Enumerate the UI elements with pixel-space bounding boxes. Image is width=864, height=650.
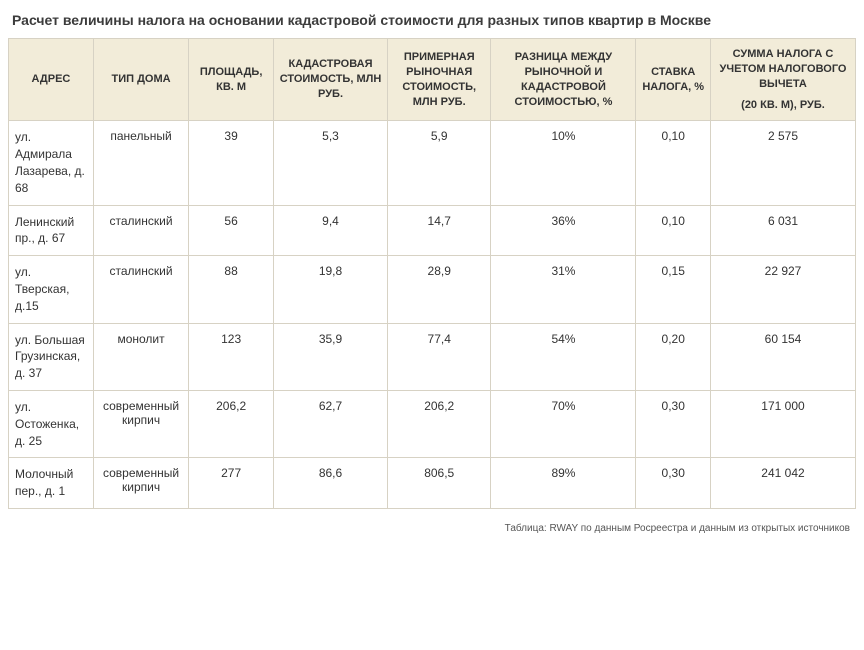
cell-tax: 60 154 bbox=[710, 323, 855, 390]
table-source-footer: Таблица: RWAY по данным Росреестра и дан… bbox=[8, 523, 856, 534]
cell-market: 806,5 bbox=[387, 458, 491, 509]
cell-cadastral: 86,6 bbox=[274, 458, 388, 509]
cell-address: ул. Адмирала Лазарева, д. 68 bbox=[9, 121, 94, 205]
cell-area: 56 bbox=[189, 205, 274, 256]
tax-table: АДРЕС ТИП ДОМА ПЛОЩАДЬ, КВ. М КАДАСТРОВА… bbox=[8, 38, 856, 509]
cell-rate: 0,15 bbox=[636, 256, 711, 323]
table-row: ул. Большая Грузинская, д. 37монолит1233… bbox=[9, 323, 856, 390]
cell-type: сталинский bbox=[93, 205, 188, 256]
cell-type: современный кирпич bbox=[93, 390, 188, 457]
cell-tax: 22 927 bbox=[710, 256, 855, 323]
cell-area: 88 bbox=[189, 256, 274, 323]
cell-rate: 0,20 bbox=[636, 323, 711, 390]
cell-tax: 241 042 bbox=[710, 458, 855, 509]
cell-diff: 89% bbox=[491, 458, 636, 509]
cell-address: Ленинский пр., д. 67 bbox=[9, 205, 94, 256]
cell-tax: 6 031 bbox=[710, 205, 855, 256]
table-body: ул. Адмирала Лазарева, д. 68панельный395… bbox=[9, 121, 856, 509]
cell-address: ул. Тверская, д.15 bbox=[9, 256, 94, 323]
cell-address: ул. Остоженка, д. 25 bbox=[9, 390, 94, 457]
cell-diff: 70% bbox=[491, 390, 636, 457]
table-row: Ленинский пр., д. 67сталинский569,414,73… bbox=[9, 205, 856, 256]
table-header-row: АДРЕС ТИП ДОМА ПЛОЩАДЬ, КВ. М КАДАСТРОВА… bbox=[9, 39, 856, 121]
cell-rate: 0,30 bbox=[636, 458, 711, 509]
cell-area: 39 bbox=[189, 121, 274, 205]
cell-area: 277 bbox=[189, 458, 274, 509]
cell-diff: 10% bbox=[491, 121, 636, 205]
col-header-tax-sub: (20 КВ. М), РУБ. bbox=[715, 98, 851, 113]
col-header-type: ТИП ДОМА bbox=[93, 39, 188, 121]
cell-rate: 0,10 bbox=[636, 205, 711, 256]
cell-rate: 0,30 bbox=[636, 390, 711, 457]
col-header-rate: СТАВКА НАЛОГА, % bbox=[636, 39, 711, 121]
cell-diff: 31% bbox=[491, 256, 636, 323]
col-header-cadastral: КАДАСТРОВАЯ СТОИМОСТЬ, МЛН РУБ. bbox=[274, 39, 388, 121]
table-row: ул. Адмирала Лазарева, д. 68панельный395… bbox=[9, 121, 856, 205]
cell-market: 14,7 bbox=[387, 205, 491, 256]
cell-tax: 2 575 bbox=[710, 121, 855, 205]
cell-cadastral: 19,8 bbox=[274, 256, 388, 323]
cell-market: 206,2 bbox=[387, 390, 491, 457]
col-header-diff: РАЗНИЦА МЕЖДУ РЫНОЧНОЙ И КАДАСТРОВОЙ СТО… bbox=[491, 39, 636, 121]
cell-area: 206,2 bbox=[189, 390, 274, 457]
cell-type: современный кирпич bbox=[93, 458, 188, 509]
col-header-tax-main: СУММА НАЛОГА С УЧЕТОМ НАЛОГОВОГО ВЫЧЕТА bbox=[720, 48, 847, 90]
cell-cadastral: 5,3 bbox=[274, 121, 388, 205]
cell-market: 77,4 bbox=[387, 323, 491, 390]
col-header-tax: СУММА НАЛОГА С УЧЕТОМ НАЛОГОВОГО ВЫЧЕТА … bbox=[710, 39, 855, 121]
cell-area: 123 bbox=[189, 323, 274, 390]
table-row: ул. Остоженка, д. 25современный кирпич20… bbox=[9, 390, 856, 457]
cell-tax: 171 000 bbox=[710, 390, 855, 457]
table-row: ул. Тверская, д.15сталинский8819,828,931… bbox=[9, 256, 856, 323]
cell-diff: 54% bbox=[491, 323, 636, 390]
cell-diff: 36% bbox=[491, 205, 636, 256]
cell-cadastral: 9,4 bbox=[274, 205, 388, 256]
cell-address: ул. Большая Грузинская, д. 37 bbox=[9, 323, 94, 390]
col-header-area: ПЛОЩАДЬ, КВ. М bbox=[189, 39, 274, 121]
cell-market: 5,9 bbox=[387, 121, 491, 205]
table-row: Молочный пер., д. 1современный кирпич277… bbox=[9, 458, 856, 509]
cell-type: панельный bbox=[93, 121, 188, 205]
cell-rate: 0,10 bbox=[636, 121, 711, 205]
page-title: Расчет величины налога на основании када… bbox=[12, 12, 856, 28]
col-header-address: АДРЕС bbox=[9, 39, 94, 121]
cell-type: сталинский bbox=[93, 256, 188, 323]
cell-cadastral: 62,7 bbox=[274, 390, 388, 457]
col-header-market: ПРИМЕРНАЯ РЫНОЧНАЯ СТОИМОСТЬ, МЛН РУБ. bbox=[387, 39, 491, 121]
cell-type: монолит bbox=[93, 323, 188, 390]
cell-cadastral: 35,9 bbox=[274, 323, 388, 390]
cell-address: Молочный пер., д. 1 bbox=[9, 458, 94, 509]
cell-market: 28,9 bbox=[387, 256, 491, 323]
